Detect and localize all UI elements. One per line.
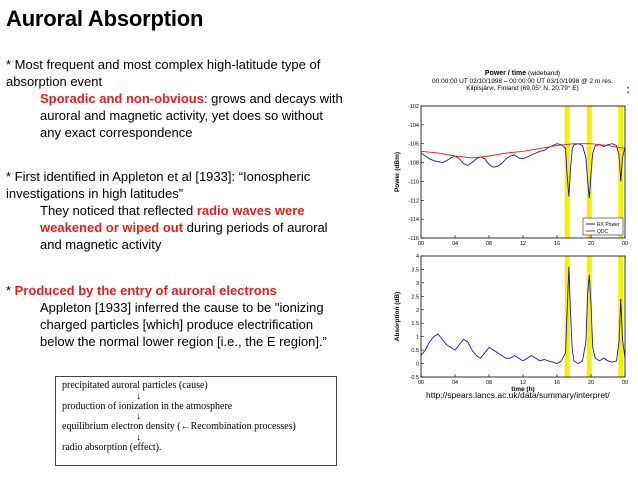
bullet-2: * First identified in Appleton et al [19… — [6, 168, 381, 253]
absorption-ytick-label: 1 — [416, 335, 419, 341]
bullet-1-highlight: Sporadic and non-obvious — [40, 91, 204, 106]
absorption-ytick-label: -0.5 — [410, 375, 419, 381]
bullet-1-sub: Sporadic and non-obvious: grows and deca… — [6, 90, 381, 107]
source-url[interactable]: http://spears.lancs.ac.uk/data/summary/i… — [426, 390, 610, 400]
power-ylabel: Power (dBm) — [394, 152, 401, 192]
absorption-ytick-label: 3.5 — [411, 267, 419, 273]
power-xtick-label: 12 — [520, 241, 526, 247]
absorption-xtick-label: 00 — [622, 380, 628, 386]
bullet-1: * Most frequent and most complex high-la… — [6, 56, 381, 141]
red-colon-mark: : — [626, 82, 630, 96]
flow-step-2: production of ionization in the atmosphe… — [62, 400, 233, 412]
bullet-1-rest-2: auroral and magnetic activity, yet does … — [40, 108, 324, 123]
bullet-2-highlight-1: radio waves were — [196, 203, 305, 218]
power-ytick-label: -116 — [408, 236, 419, 242]
bullet-2-sub-2: weakened or wiped out during periods of … — [6, 219, 381, 236]
bullet-2-sub: They noticed that reflected radio waves … — [6, 202, 381, 219]
bullet-3: * Produced by the entry of auroral elect… — [6, 282, 381, 350]
down-arrow-icon: ↓ — [136, 390, 141, 402]
power-highlight-band — [586, 106, 592, 238]
bullet-1-rest-3: any exact correspondence — [40, 125, 193, 140]
power-series-line — [420, 143, 626, 159]
bullet-3-line-1: Appleton [1933] inferred the cause to be… — [40, 300, 324, 315]
absorption-ytick-label: 1.5 — [411, 321, 419, 327]
plot-header: Power / time (wideband) 00:00:00 UT 02/1… — [420, 70, 625, 93]
power-xtick-label: 08 — [486, 241, 492, 247]
flow-step-3: equilibrium electron density (←Recombina… — [62, 421, 296, 432]
power-ytick-label: -110 — [408, 179, 419, 185]
power-ytick-label: -114 — [408, 217, 419, 223]
absorption-xtick-label: 16 — [554, 380, 560, 386]
absorption-ytick-label: 2 — [416, 308, 419, 314]
power-highlight-band — [618, 106, 624, 238]
plot-time-range: 00:00:00 UT 02/10/1998 – 00:00:00 UT 03/… — [432, 77, 613, 85]
absorption-highlight-band — [618, 256, 624, 377]
power-ytick-label: -104 — [408, 123, 419, 129]
bullet-2-line-2: investigations in high latitudes” — [6, 186, 184, 201]
bullet-2-highlight-2: weakened or wiped out — [40, 220, 184, 235]
absorption-xtick-label: 12 — [520, 380, 526, 386]
plot-title-suffix: (wideband) — [527, 70, 561, 77]
absorption-ytick-label: 0 — [416, 362, 419, 368]
absorption-xtick-label: 20 — [588, 380, 594, 386]
flow-step-1: precipitated auroral particles (cause) — [62, 380, 208, 391]
bullet-3-star: * — [6, 283, 15, 298]
absorption-highlight-band — [586, 256, 592, 377]
down-arrow-icon: ↓ — [136, 431, 141, 443]
bullet-3-line-2: charged particles [which] produce electr… — [40, 317, 314, 332]
power-series-line — [420, 143, 626, 199]
power-ytick-label: -102 — [408, 104, 419, 110]
plot-title: Power / time — [484, 70, 527, 77]
down-arrow-icon: ↓ — [136, 411, 141, 422]
absorption-ylabel: Absorption (dB) — [394, 292, 401, 341]
bullet-2-rest-2: and magnetic activity — [40, 237, 162, 252]
bullet-3-line-3: below the normal lower region [i.e., the… — [40, 334, 327, 349]
absorption-ytick-label: 3 — [416, 281, 419, 287]
power-xtick-label: 04 — [452, 241, 458, 247]
plot-location: Kilpisjärvi, Finland (69.05° N, 20.79° E… — [466, 85, 579, 92]
causal-flow-box: precipitated auroral particles (cause) ↓… — [55, 376, 337, 466]
bullet-2-pre: They noticed that reflected — [40, 203, 197, 218]
bullet-3-highlight: Produced by the entry of auroral electro… — [14, 283, 277, 298]
bullet-3-head: * Produced by the entry of auroral elect… — [6, 282, 381, 299]
absorption-ytick-label: 4 — [416, 254, 419, 260]
absorption-ytick-label: 2.5 — [411, 294, 419, 300]
power-ytick-label: -106 — [408, 142, 419, 148]
power-legend-label: RX Power — [597, 222, 620, 228]
bullet-2-rest-1: during periods of auroral — [183, 220, 328, 235]
power-ytick-label: -112 — [408, 198, 419, 204]
power-ytick-label: -108 — [408, 161, 419, 167]
absorption-xlabel: time (h) — [511, 386, 534, 393]
bullet-2-line-1: * First identified in Appleton et al [19… — [6, 169, 311, 184]
absorption-plot-frame — [420, 255, 626, 378]
power-xtick-label: 16 — [554, 241, 560, 247]
flow-step-4: radio absorption (effect). — [62, 441, 162, 453]
absorption-xtick-label: 00 — [418, 380, 424, 386]
power-legend-label: QDC — [597, 229, 609, 235]
bullet-1-line-1: * Most frequent and most complex high-la… — [6, 57, 321, 72]
absorption-xtick-label: 04 — [452, 380, 458, 386]
slide-title: Auroral Absorption — [6, 6, 204, 31]
power-xtick-label: 00 — [622, 241, 628, 247]
bullet-1-rest-1: : grows and decays with — [203, 91, 343, 106]
absorption-xtick-label: 08 — [486, 380, 492, 386]
bullet-1-line-2: absorption event — [6, 74, 103, 89]
power-xtick-label: 00 — [418, 241, 424, 247]
absorption-ytick-label: 0.5 — [411, 348, 419, 354]
absorption-series-line — [420, 266, 626, 365]
power-xtick-label: 20 — [588, 241, 594, 247]
